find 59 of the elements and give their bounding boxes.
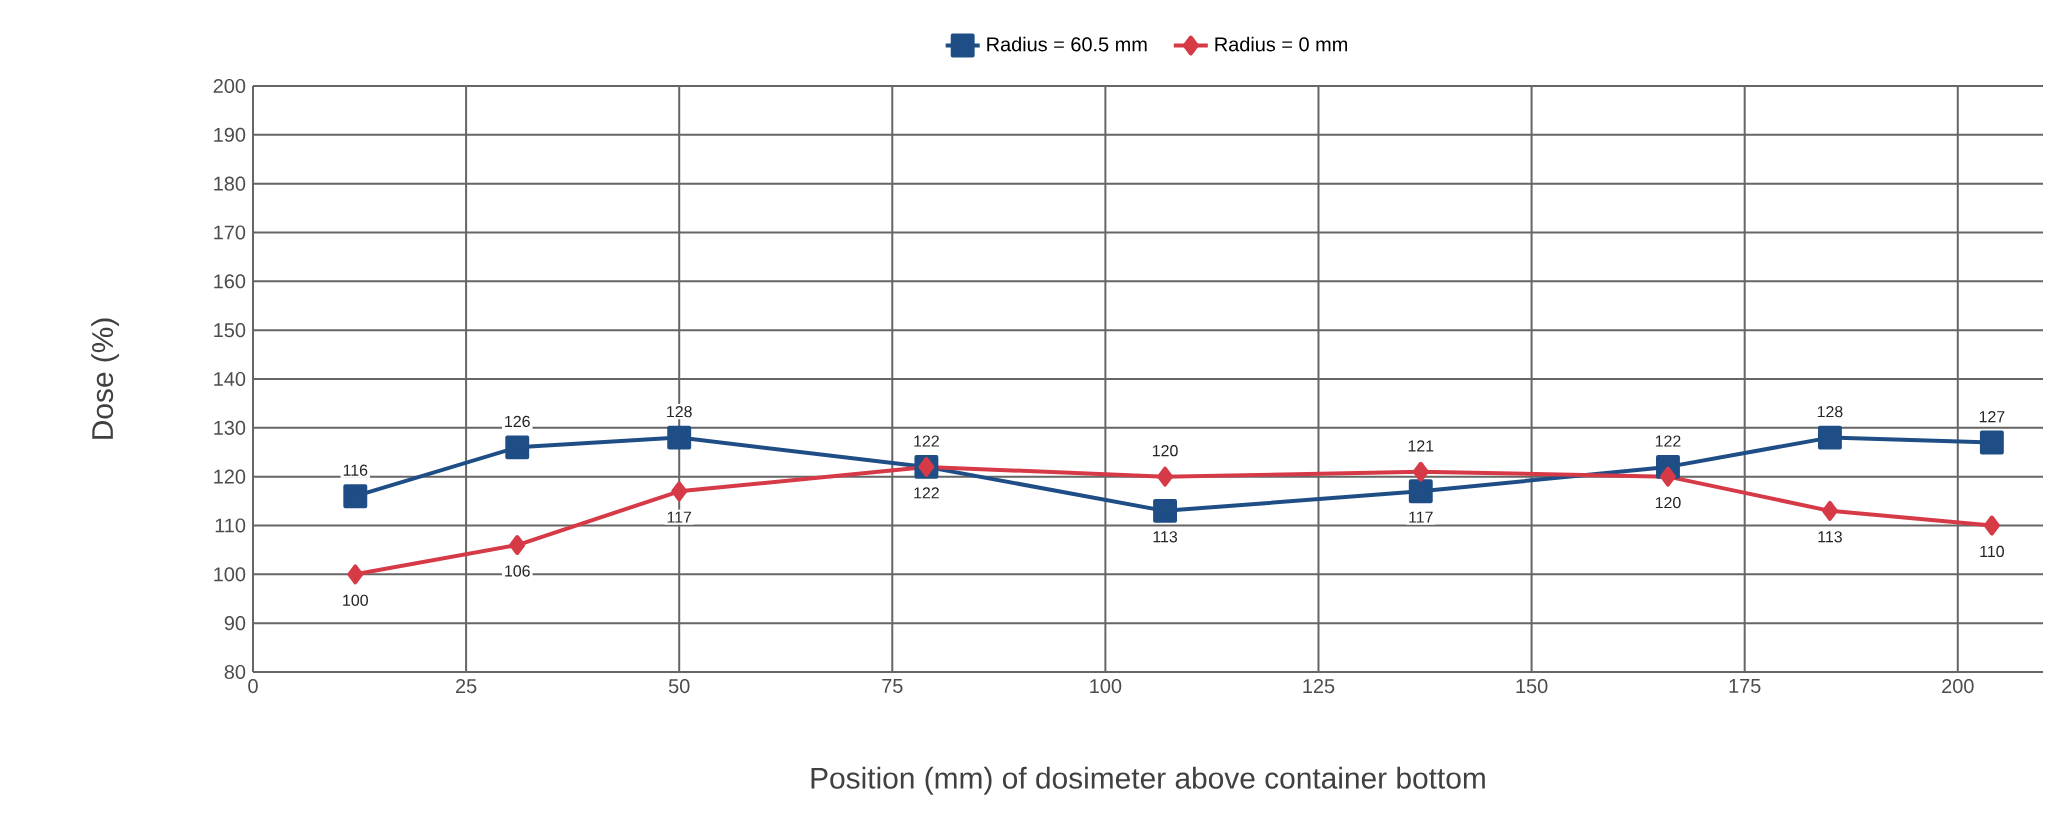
point [1821,500,1838,521]
point [671,481,688,502]
x-tick-label: 0 [248,679,258,694]
data-label: 100 [343,594,368,606]
y-tick-label: 190 [214,127,246,142]
data-label: 128 [1817,405,1843,418]
data-label: 126 [505,415,530,428]
x-tick-label: 125 [1303,679,1335,694]
data-label: 113 [1818,531,1842,543]
point [505,435,530,460]
data-label: 117 [667,511,692,523]
point [1817,425,1842,450]
data-label: 120 [1655,496,1681,509]
data-label: 127 [1979,411,2005,423]
point [1979,430,2004,455]
y-axis-title: Dose (%) [91,318,120,439]
point [347,564,364,585]
data-label: 113 [1153,531,1178,543]
data-label: 122 [914,435,939,447]
y-tick-label: 140 [214,371,246,387]
y-tick-label: 130 [214,420,246,435]
y-tick-label: 200 [213,78,246,94]
x-tick-label: 175 [1729,679,1761,693]
y-tick-label: 100 [214,567,246,582]
data-label: 110 [1980,545,2004,558]
x-tick-label: 25 [456,679,477,694]
x-tick-label: 50 [668,679,690,694]
x-tick-label: 100 [1090,679,1122,694]
y-tick-label: 150 [214,323,246,338]
data-label: 128 [667,405,692,418]
data-label: 122 [1655,435,1681,447]
data-label: 122 [914,487,939,499]
x-tick-label: 150 [1516,679,1548,694]
point [1983,515,2000,536]
y-tick-label: 120 [214,469,246,484]
legend-label: Radius = 60.5 mm [987,36,1147,52]
x-axis-title: Position (mm) of dosimeter above container bottom [811,766,1485,795]
point [1157,466,1174,487]
point [509,535,526,555]
point [1412,461,1429,482]
y-tick-label: 170 [214,225,246,240]
y-tick-label: 90 [224,616,246,631]
data-label: 117 [1409,511,1433,523]
point [1408,479,1433,504]
point [667,425,692,450]
point [1153,498,1178,523]
x-tick-label: 200 [1942,679,1974,694]
y-tick-label: 110 [215,518,246,533]
data-label: 116 [343,464,368,476]
data-label: 120 [1152,445,1178,457]
x-tick-label: 75 [882,679,903,693]
y-tick-label: 80 [224,664,246,680]
y-tick-label: 180 [214,176,246,191]
point [1659,466,1676,487]
y-tick-label: 160 [214,274,246,289]
data-label: 121 [1408,440,1434,452]
point [343,484,368,509]
data-label: 106 [505,565,530,577]
legend-label: Radius = 0 mm [1215,36,1347,52]
